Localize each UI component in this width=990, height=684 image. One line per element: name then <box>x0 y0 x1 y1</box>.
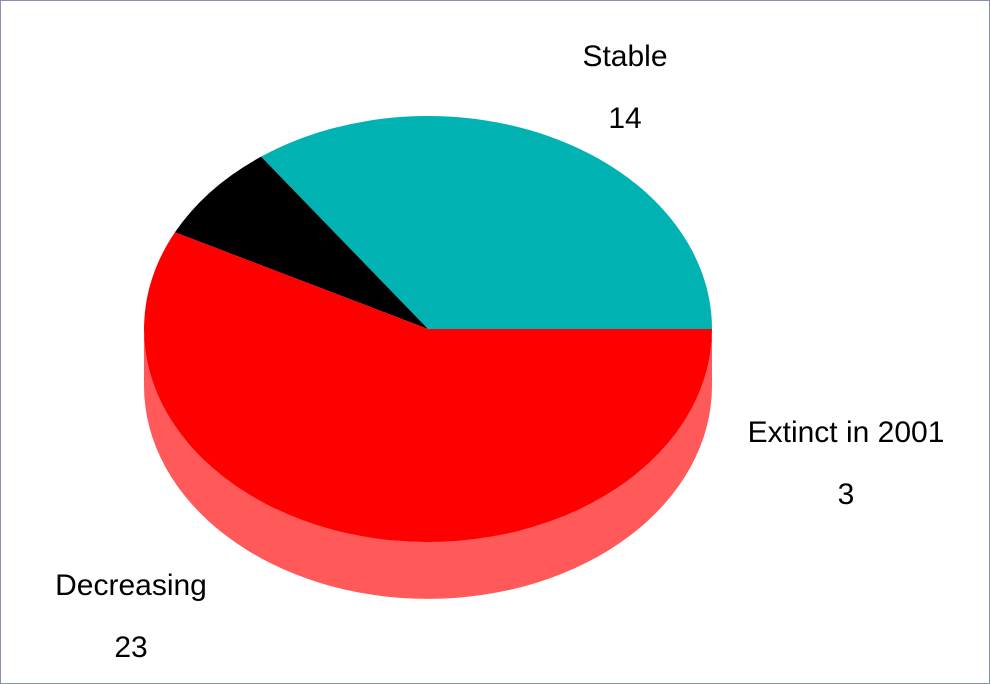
pie-side-decreasing <box>144 329 712 599</box>
pie-slice-extinct-in-2001 <box>174 156 428 329</box>
pie-sides <box>144 329 712 599</box>
slice-value-stable: 14 <box>608 102 642 135</box>
slice-label-stable: Stable <box>582 40 668 73</box>
pie-slice-decreasing <box>143 232 713 543</box>
slice-value-decreasing: 23 <box>114 631 148 664</box>
slice-label-decreasing: Decreasing <box>55 569 207 602</box>
slice-label-extinct: Extinct in 2001 <box>747 416 945 449</box>
pie-slice-stable <box>261 116 712 329</box>
slice-value-extinct: 3 <box>837 478 855 511</box>
pie-tops <box>143 116 713 543</box>
